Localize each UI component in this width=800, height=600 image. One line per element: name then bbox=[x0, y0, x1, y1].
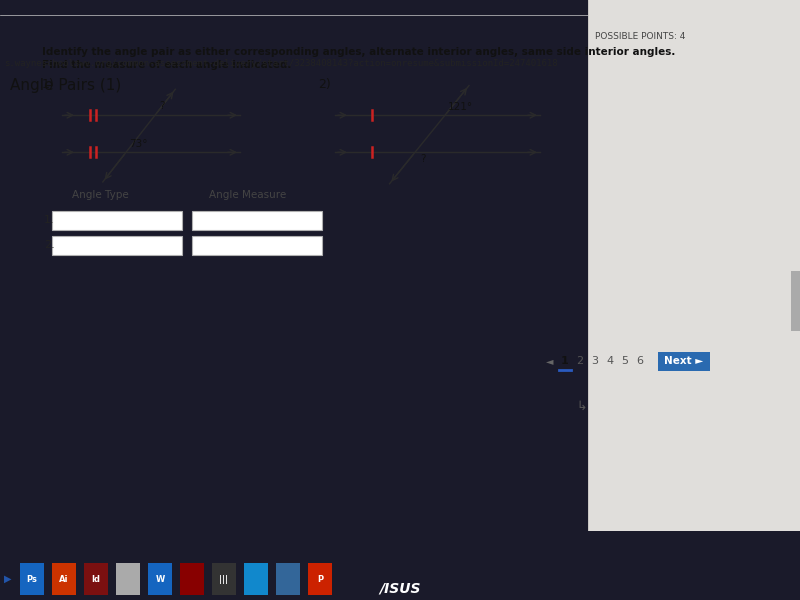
Text: Ai: Ai bbox=[59, 575, 69, 583]
Text: ↳: ↳ bbox=[576, 399, 586, 412]
Text: Ps: Ps bbox=[26, 575, 38, 583]
Text: /ISUS: /ISUS bbox=[379, 581, 421, 595]
Text: Next ►: Next ► bbox=[664, 356, 704, 365]
Text: W: W bbox=[155, 575, 165, 583]
FancyBboxPatch shape bbox=[84, 563, 108, 595]
FancyBboxPatch shape bbox=[20, 563, 44, 595]
Text: ?: ? bbox=[420, 154, 426, 164]
FancyBboxPatch shape bbox=[308, 563, 332, 595]
FancyBboxPatch shape bbox=[180, 563, 204, 595]
Text: Id: Id bbox=[91, 575, 101, 583]
Text: ▶: ▶ bbox=[4, 574, 12, 584]
Text: Identify the angle pair as either corresponding angles, alternate interior angle: Identify the angle pair as either corres… bbox=[42, 47, 675, 57]
Text: 1.: 1. bbox=[44, 215, 54, 226]
Text: Angle Measure: Angle Measure bbox=[210, 190, 286, 200]
FancyBboxPatch shape bbox=[791, 271, 800, 331]
Text: POSSIBLE POINTS: 4: POSSIBLE POINTS: 4 bbox=[595, 32, 686, 41]
FancyBboxPatch shape bbox=[116, 563, 140, 595]
FancyBboxPatch shape bbox=[212, 563, 236, 595]
Text: 5: 5 bbox=[622, 356, 629, 365]
Text: ?: ? bbox=[159, 101, 165, 111]
Text: Angle Pairs (1): Angle Pairs (1) bbox=[10, 78, 122, 93]
Text: 2: 2 bbox=[577, 356, 583, 365]
FancyBboxPatch shape bbox=[148, 563, 172, 595]
FancyBboxPatch shape bbox=[52, 211, 182, 230]
Text: 4: 4 bbox=[606, 356, 614, 365]
FancyBboxPatch shape bbox=[192, 211, 322, 230]
Text: 2.: 2. bbox=[44, 241, 54, 250]
Text: ◄: ◄ bbox=[546, 356, 554, 365]
Text: 6: 6 bbox=[637, 356, 643, 365]
Text: 2): 2) bbox=[318, 78, 330, 91]
FancyBboxPatch shape bbox=[276, 563, 300, 595]
Text: 3: 3 bbox=[591, 356, 598, 365]
Text: P: P bbox=[317, 575, 323, 583]
FancyBboxPatch shape bbox=[588, 0, 800, 531]
Text: 1): 1) bbox=[42, 78, 54, 91]
Text: |||: ||| bbox=[219, 575, 229, 583]
Text: 1: 1 bbox=[561, 356, 569, 365]
Text: Angle Type: Angle Type bbox=[72, 190, 128, 200]
FancyBboxPatch shape bbox=[658, 352, 710, 371]
Text: 121°: 121° bbox=[448, 102, 473, 112]
Text: s.wayneschoolswv.org/common-assessment-delivery/start/3238408143?action=onresume: s.wayneschoolswv.org/common-assessment-d… bbox=[4, 58, 558, 67]
FancyBboxPatch shape bbox=[52, 236, 182, 256]
Text: 73°: 73° bbox=[129, 139, 147, 149]
FancyBboxPatch shape bbox=[192, 236, 322, 256]
FancyBboxPatch shape bbox=[244, 563, 268, 595]
FancyBboxPatch shape bbox=[52, 563, 76, 595]
Text: Find the measure of each angle indicated.: Find the measure of each angle indicated… bbox=[42, 60, 291, 70]
